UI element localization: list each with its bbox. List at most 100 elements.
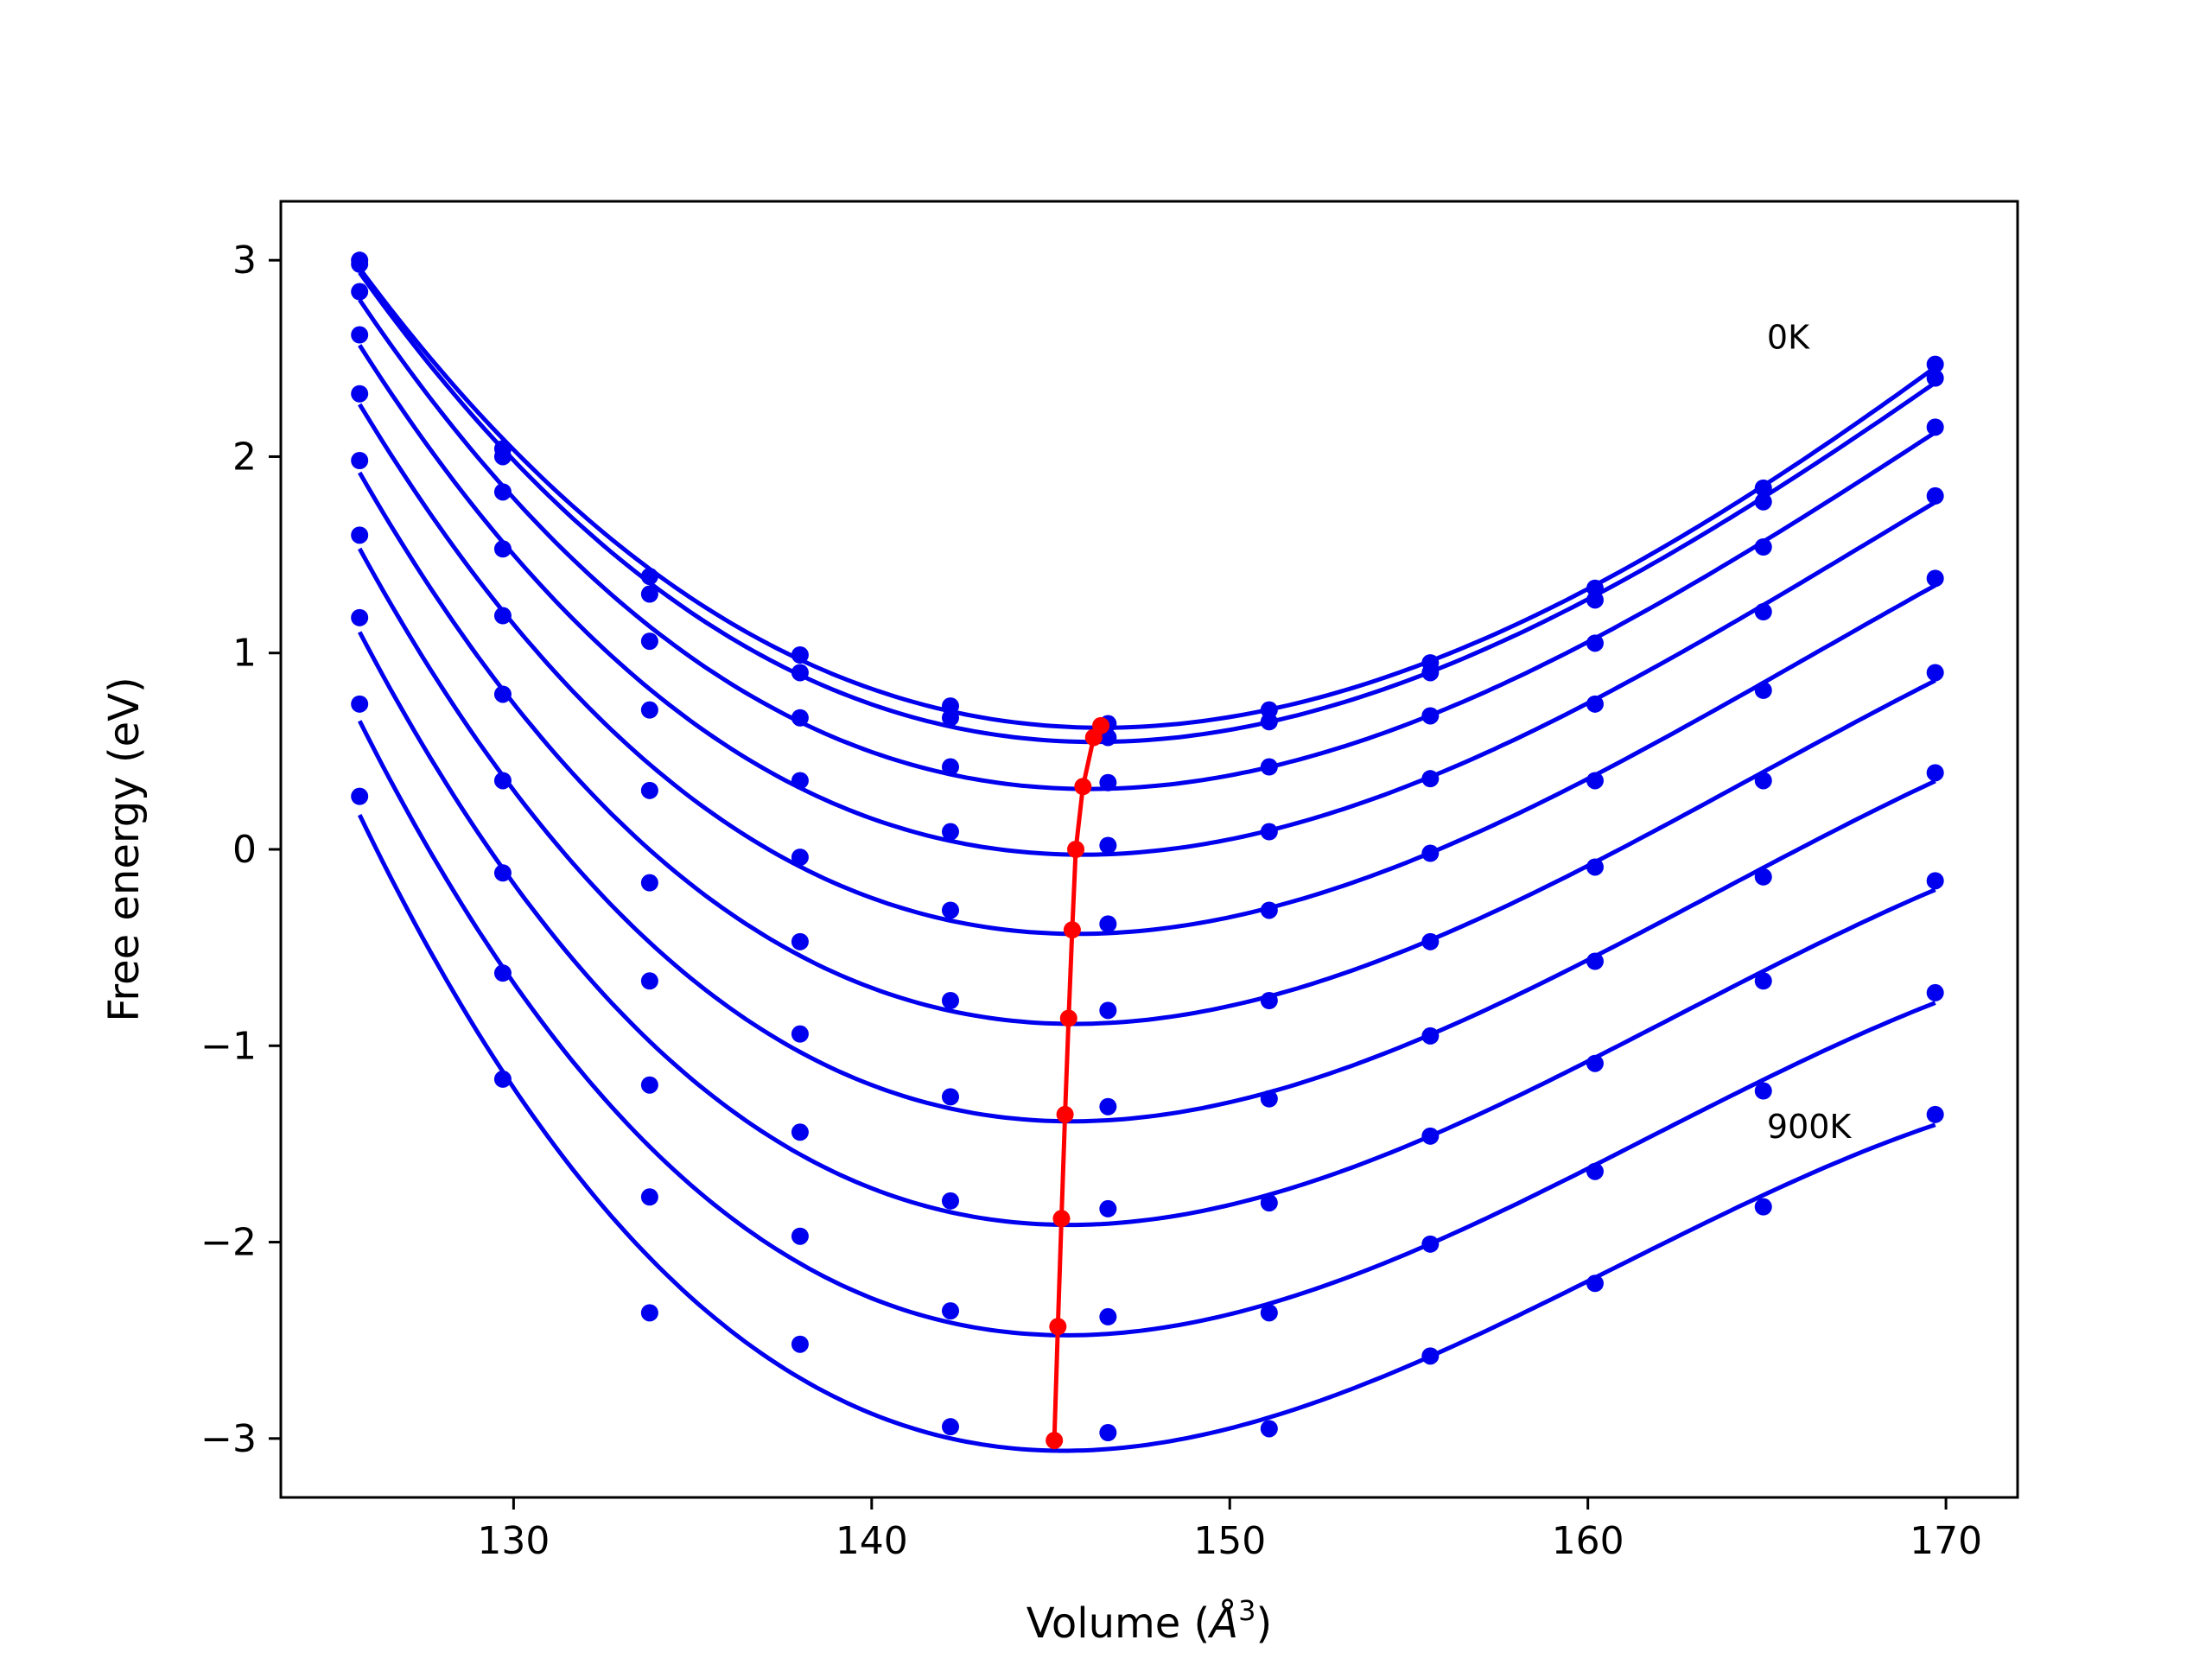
fit-curve-3: [358, 344, 1936, 857]
y-tick-label: −1: [200, 1024, 257, 1068]
data-point: [1421, 1235, 1440, 1253]
data-point: [791, 1025, 809, 1043]
fitted-curves: [357, 267, 1937, 1453]
data-point: [1099, 1199, 1117, 1217]
data-point: [493, 685, 512, 703]
data-point: [1754, 603, 1772, 620]
minimum-energy-path: [1046, 716, 1110, 1450]
data-point: [351, 283, 369, 301]
fit-curve-8: [357, 720, 1936, 1338]
data-point: [640, 972, 658, 990]
data-point: [791, 1227, 809, 1245]
data-point: [493, 483, 512, 501]
data-point: [351, 787, 369, 805]
data-point: [1754, 868, 1772, 886]
data-point: [1260, 992, 1278, 1009]
minimum-point: [1049, 1318, 1067, 1336]
data-point: [1260, 1304, 1278, 1322]
data-point: [640, 874, 658, 892]
data-point: [640, 781, 658, 799]
data-point: [791, 646, 809, 664]
data-point: [1586, 1274, 1604, 1293]
data-point: [791, 1123, 809, 1141]
x-tick-label: 160: [1552, 1519, 1624, 1563]
data-point: [493, 964, 512, 982]
data-point: [1926, 1105, 1944, 1123]
data-point: [1260, 1420, 1278, 1438]
fit-curve-1: [358, 270, 1937, 745]
fit-curve-9: [357, 814, 1936, 1453]
data-point: [1586, 1054, 1604, 1072]
minimum-point: [1084, 728, 1103, 747]
data-point: [1754, 1198, 1772, 1216]
data-point: [1260, 758, 1278, 776]
data-point: [493, 1070, 512, 1088]
data-point: [1926, 664, 1944, 682]
data-point: [1586, 772, 1604, 790]
data-point: [351, 526, 369, 544]
x-tick-label: 150: [1193, 1519, 1266, 1563]
data-point: [640, 701, 658, 719]
x-axis-ticks: 130 140 150 160 170: [477, 1497, 1982, 1563]
y-axis-label: Free energy (eV): [100, 677, 149, 1021]
data-point: [1586, 591, 1604, 609]
data-point: [493, 864, 512, 882]
data-point: [1754, 772, 1772, 790]
data-point: [1099, 1307, 1117, 1325]
minimum-path-line: [1052, 724, 1103, 1441]
data-point: [1926, 418, 1944, 436]
data-point: [640, 1304, 658, 1322]
fit-curve-0: [358, 267, 1937, 730]
data-point: [1926, 983, 1944, 1001]
data-point: [1421, 1347, 1440, 1365]
data-point: [640, 632, 658, 651]
data-point: [1260, 901, 1278, 919]
fit-curve-7: [357, 631, 1936, 1228]
data-point: [1586, 952, 1604, 970]
data-point: [351, 608, 369, 626]
data-point: [1421, 770, 1440, 788]
x-tick-label: 170: [1910, 1519, 1982, 1563]
data-point: [1099, 1424, 1117, 1441]
data-point: [1926, 486, 1944, 505]
minimum-point: [1056, 1105, 1074, 1123]
data-point: [351, 695, 369, 713]
fit-curve-5: [358, 471, 1936, 1027]
data-point: [1421, 1127, 1440, 1145]
y-tick-label: 2: [232, 435, 257, 479]
data-point: [791, 1335, 809, 1353]
data-point: [941, 1192, 959, 1210]
y-tick-label: 0: [232, 828, 257, 872]
data-point: [1099, 773, 1117, 791]
data-point: [1586, 1162, 1604, 1180]
data-point: [1586, 634, 1604, 652]
data-point: [941, 1088, 959, 1106]
minimum-point: [1059, 1009, 1077, 1027]
data-point: [941, 1302, 959, 1320]
data-point: [1260, 1194, 1278, 1212]
fit-curve-2: [358, 298, 1937, 791]
data-point: [1260, 823, 1278, 841]
y-tick-label: −2: [200, 1221, 257, 1265]
data-point: [941, 823, 959, 841]
data-point: [1260, 1090, 1278, 1108]
data-point: [1754, 972, 1772, 990]
data-point: [1260, 713, 1278, 731]
data-point: [1099, 915, 1117, 933]
data-point: [1421, 844, 1440, 862]
data-point: [941, 992, 959, 1009]
data-point: [351, 385, 369, 403]
data-point: [640, 1188, 658, 1206]
fit-curve-6: [358, 547, 1936, 1124]
x-tick-label: 130: [477, 1519, 550, 1563]
data-point: [640, 568, 658, 586]
data-point: [1754, 538, 1772, 556]
data-point: [1926, 872, 1944, 890]
y-tick-label: 3: [232, 238, 257, 283]
y-tick-label: −3: [200, 1417, 257, 1461]
data-point: [941, 709, 959, 727]
data-point: [351, 255, 369, 273]
data-point: [1421, 932, 1440, 950]
x-axis-label: Volume (Å3): [1027, 1594, 1272, 1648]
data-point: [1926, 369, 1944, 387]
